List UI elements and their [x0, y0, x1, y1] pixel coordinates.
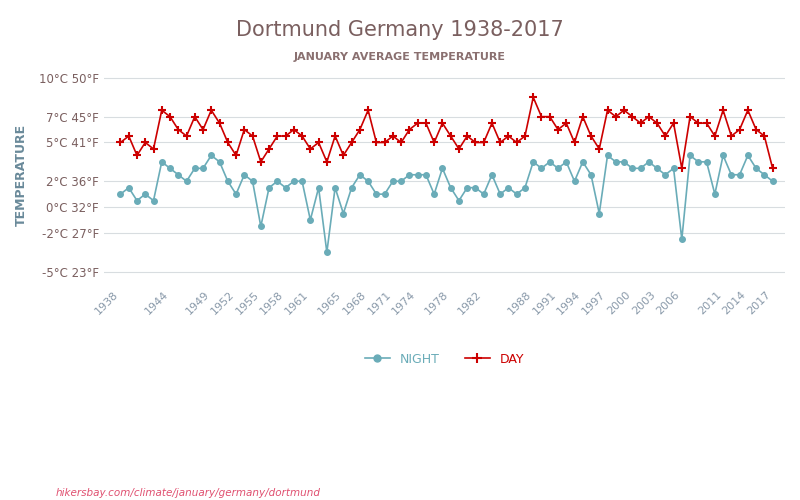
Text: Dortmund Germany 1938-2017: Dortmund Germany 1938-2017 [236, 20, 564, 40]
Legend: NIGHT, DAY: NIGHT, DAY [360, 348, 529, 370]
Text: JANUARY AVERAGE TEMPERATURE: JANUARY AVERAGE TEMPERATURE [294, 52, 506, 62]
Text: hikersbay.com/climate/january/germany/dortmund: hikersbay.com/climate/january/germany/do… [56, 488, 321, 498]
Y-axis label: TEMPERATURE: TEMPERATURE [15, 124, 28, 226]
